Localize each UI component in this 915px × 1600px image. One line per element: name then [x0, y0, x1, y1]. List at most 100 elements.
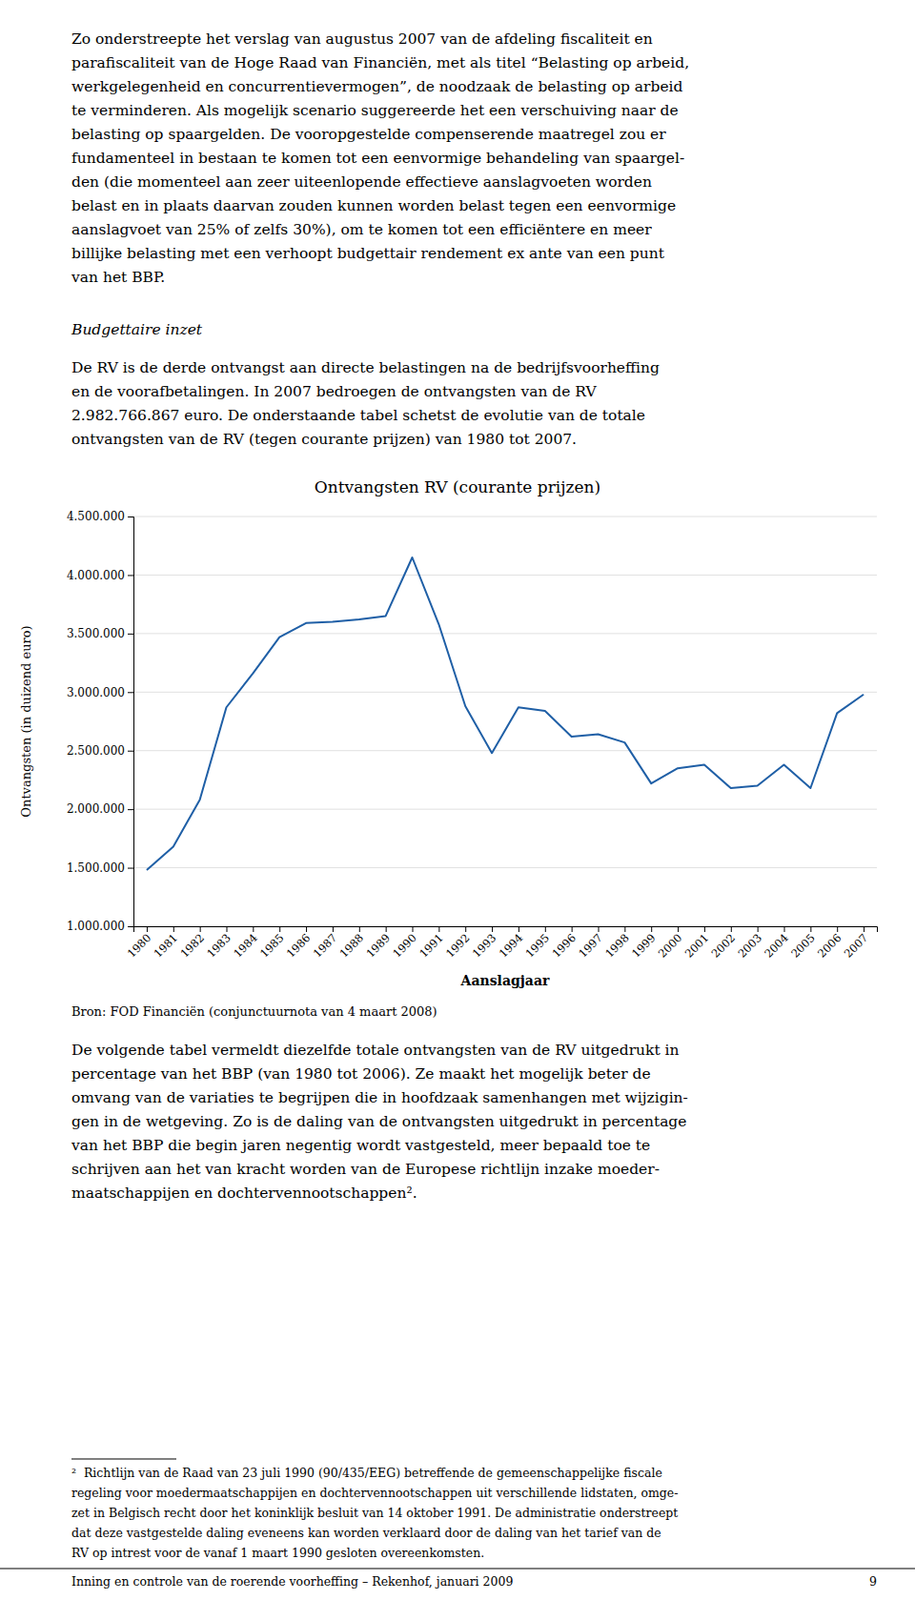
x-tick: 1997 — [575, 926, 606, 961]
x-tick: 2002 — [709, 926, 739, 961]
y-tick-mark — [127, 751, 134, 753]
x-tick-label: 2002 — [709, 931, 739, 961]
x-tick-mark — [279, 926, 281, 933]
paragraph-line: den (die momenteel aan zeer uiteenlopend… — [71, 173, 652, 191]
x-tick-mark — [704, 926, 706, 933]
footnote-line: regeling voor moedermaatschappijen en do… — [71, 1485, 678, 1501]
x-tick-mark — [386, 926, 387, 933]
x-tick-mark — [650, 926, 652, 933]
paragraph-line: fundamenteel in bestaan te komen tot een… — [71, 149, 685, 167]
y-tick-mark — [127, 926, 134, 928]
x-tick-label: 2003 — [734, 931, 765, 961]
y-tick-label: 4.000.000 — [66, 569, 125, 583]
paragraph-line: belast en in plaats daarvan zouden kunne… — [71, 197, 676, 215]
x-tick: 1993 — [469, 926, 500, 961]
chart-source: Bron: FOD Financiën (conjunctuurnota van… — [71, 1004, 438, 1019]
x-tick-label: 1993 — [469, 931, 500, 961]
x-tick-mark — [810, 926, 812, 933]
x-tick: 1998 — [602, 926, 632, 961]
x-tick: 1995 — [523, 926, 553, 961]
x-tick-label: 2006 — [814, 931, 845, 961]
x-tick-label: 2005 — [788, 931, 818, 961]
y-tick: 3.000.000 — [66, 686, 134, 700]
footer-text: Inning en controle van de roerende voorh… — [71, 1574, 513, 1589]
x-tick-mark — [836, 926, 838, 933]
x-tick-mark — [545, 926, 547, 933]
x-tick-label: 1996 — [549, 931, 579, 961]
y-tick: 1.000.000 — [66, 919, 134, 934]
x-tick-mark — [731, 926, 732, 933]
grid-line — [133, 809, 877, 811]
y-tick-label: 4.500.000 — [66, 509, 125, 524]
paragraph-line: maatschappijen en dochtervennootschappen… — [71, 1184, 418, 1202]
paragraph-line: Zo onderstreepte het verslag van augustu… — [71, 30, 653, 48]
x-tick-label: 1987 — [310, 931, 341, 961]
paragraph-line: billijke belasting met een verhoopt budg… — [71, 244, 666, 263]
y-tick: 4.500.000 — [66, 509, 134, 524]
y-axis-title: Ontvangsten (in duizend euro) — [19, 625, 34, 817]
y-tick-mark — [127, 868, 134, 870]
chart: 1.000.000 1.500.000 2.000.000 2.500.000 3.00… — [19, 509, 878, 989]
x-tick-label: 1990 — [389, 931, 420, 961]
x-tick-label: 1986 — [284, 931, 314, 961]
page-number: 9 — [869, 1574, 877, 1589]
footer-rule — [0, 1568, 915, 1570]
x-tick-mark — [252, 926, 254, 933]
marks — [146, 557, 864, 871]
x-tick: 2001 — [682, 926, 712, 961]
page: Zo onderstreepte het verslag van augustu… — [0, 0, 915, 1600]
x-tick: 1983 — [203, 926, 234, 961]
paragraph-line: 2.982.766.867 euro. De onderstaande tabe… — [71, 406, 646, 425]
x-tick: 1992 — [443, 926, 473, 961]
y-axis: 1.000.000 1.500.000 2.000.000 2.500.000 3.00… — [66, 509, 135, 934]
y-tick-mark — [127, 809, 134, 811]
grid-line — [133, 691, 877, 693]
grid-line — [133, 574, 877, 576]
y-tick: 2.500.000 — [66, 744, 134, 758]
x-tick-label: 2001 — [682, 931, 712, 961]
y-tick-label: 2.000.000 — [66, 802, 125, 816]
grid-line — [133, 750, 877, 752]
y-tick-label: 2.500.000 — [66, 744, 125, 758]
grid-line — [133, 867, 877, 869]
x-tick-mark — [226, 926, 228, 933]
x-tick-mark — [784, 926, 786, 933]
x-tick: 1984 — [230, 926, 261, 961]
x-tick-mark — [438, 926, 440, 933]
footnote-separator — [71, 1459, 177, 1461]
y-tick-label: 1.500.000 — [66, 861, 125, 875]
data-line — [146, 557, 864, 871]
x-axis-title: Aanslagjaar — [460, 973, 550, 989]
x-tick: 1982 — [177, 926, 207, 961]
x-tick-label: 1999 — [629, 931, 659, 961]
x-tick-label: 1983 — [203, 931, 234, 961]
x-tick: 1989 — [363, 926, 393, 961]
y-tick: 3.500.000 — [66, 627, 134, 641]
footnote-line: RV op intrest voor de vanaf 1 maart 1990… — [71, 1545, 485, 1561]
paragraph-line: en de voorafbetalingen. In 2007 bedroege… — [71, 383, 597, 401]
x-tick: 2004 — [761, 926, 792, 961]
x-tick-mark — [518, 926, 520, 933]
x-tick-mark — [146, 926, 148, 933]
paragraph-line: aanslagvoet van 25% of zelfs 30%), om te… — [71, 221, 652, 239]
y-tick-mark — [127, 691, 134, 693]
grid-line — [133, 516, 877, 518]
x-tick-mark — [305, 926, 307, 933]
x-tick-label: 1995 — [523, 931, 553, 961]
x-tick-mark — [465, 926, 467, 933]
x-tick: 2006 — [814, 926, 845, 961]
x-tick-label: 1994 — [496, 931, 527, 961]
y-tick: 4.000.000 — [66, 569, 134, 583]
x-tick-mark — [863, 926, 865, 933]
x-tick-mark — [677, 926, 679, 933]
paragraph-line: belasting op spaargelden. De vooropgeste… — [71, 125, 667, 143]
y-tick-mark — [127, 633, 134, 635]
x-tick: 1991 — [416, 926, 447, 961]
x-tick-label: 2004 — [761, 931, 792, 961]
x-tick-mark — [571, 926, 573, 933]
x-tick-label: 1992 — [443, 931, 473, 961]
x-tick: 1999 — [629, 926, 659, 961]
paragraph-line: percentage van het BBP (van 1980 tot 200… — [71, 1065, 651, 1083]
paragraph-line: omvang van de variaties te begrijpen die… — [71, 1089, 689, 1107]
x-tick: 2005 — [788, 926, 818, 961]
